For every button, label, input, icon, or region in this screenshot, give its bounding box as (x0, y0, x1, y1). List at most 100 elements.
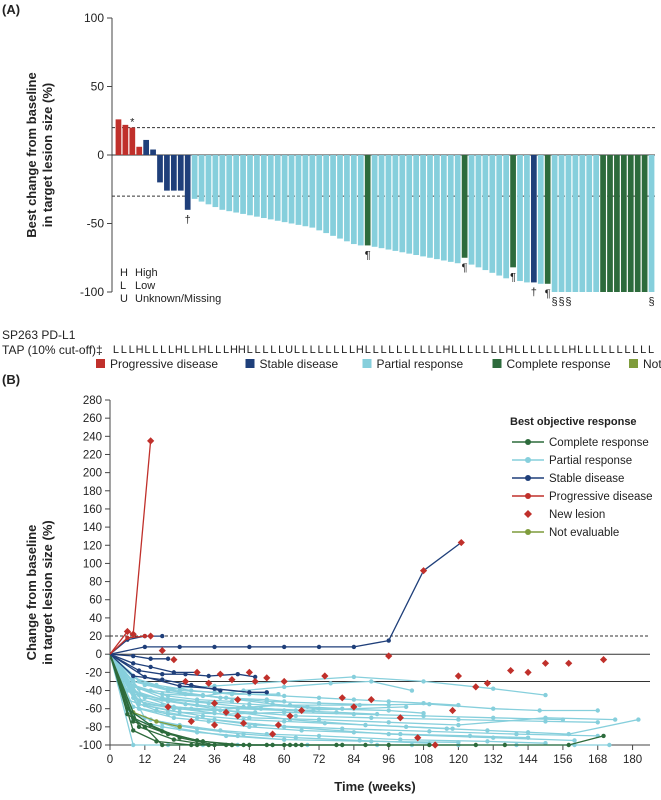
panel-b-y-tick-label: 80 (89, 577, 102, 589)
tap-letter: L (310, 344, 316, 356)
series-point-partial (194, 730, 200, 735)
series-partial (109, 653, 531, 740)
panel-b-label: (B) (2, 372, 20, 387)
panel-b-y-tick-label: -60 (85, 704, 102, 716)
series-point-partial (340, 726, 345, 731)
bar-partial (309, 155, 316, 228)
series-point-partial (357, 702, 362, 708)
tap-letter: L (624, 344, 630, 356)
series-point-stable (160, 671, 165, 677)
tap-letter: L (144, 344, 150, 356)
new-lesion-marker (565, 659, 573, 667)
series-point-stable (264, 690, 269, 695)
panel-a-y-tick-label: 100 (84, 11, 104, 25)
legend-marker-not_evaluable (525, 529, 531, 535)
tap-letter: L (459, 344, 465, 356)
tap-letter: L (168, 344, 174, 356)
series-point-partial (293, 713, 299, 719)
series-point-partial (334, 710, 339, 715)
tap-letter: L (262, 344, 268, 356)
bar-stable (184, 155, 191, 210)
panel-b-x-tick-label: 60 (278, 754, 291, 766)
series-point-partial (369, 715, 374, 720)
panel-b: (B) Change from baseline in target lesio… (2, 372, 653, 794)
tap-letter: L (113, 344, 119, 356)
bar-stable (143, 139, 150, 155)
series-point-partial (293, 735, 299, 740)
series-point-partial (560, 717, 566, 722)
bar-annotation: ¶ (545, 288, 551, 300)
series-point-partial (160, 702, 165, 708)
new-lesion-marker (286, 712, 294, 720)
series-point-partial (485, 728, 490, 733)
tap-letter: L (349, 344, 355, 356)
series-partial (109, 653, 461, 708)
tap-letter: L (467, 344, 473, 356)
series-point-stable (386, 638, 391, 643)
series-point-partial (543, 740, 548, 746)
new-lesion-marker (507, 666, 515, 675)
new-lesion-marker (396, 714, 404, 722)
series-point-complete (363, 742, 368, 748)
legend-label-partial: Partial response (377, 357, 464, 371)
new-lesion-marker (123, 627, 132, 636)
bar-progressive (129, 127, 136, 155)
series-point-partial (136, 701, 142, 707)
bar-partial (378, 155, 385, 249)
series-point-partial (241, 704, 246, 710)
series-point-stable (252, 674, 258, 680)
series-point-stable (131, 673, 136, 679)
series-point-partial (572, 738, 577, 743)
bar-progressive (122, 124, 129, 155)
tap-letter: L (640, 344, 646, 356)
series-line-stable (109, 635, 163, 655)
tap-letter: L (483, 344, 489, 356)
tap-letter: L (121, 344, 127, 356)
panel-b-y-tick-label: 120 (83, 540, 102, 552)
new-lesion-marker (205, 679, 213, 687)
bar-annotation: ¶ (462, 262, 468, 274)
panel-b-x-tick-label: 132 (484, 754, 503, 766)
bar-partial (337, 155, 343, 239)
bar-annotation: ¶ (365, 249, 371, 261)
series-point-partial (421, 701, 426, 706)
series-point-partial (514, 731, 519, 737)
bar-stable (170, 155, 177, 191)
new-lesion-marker (187, 717, 195, 725)
tap-letter: H (356, 344, 364, 356)
series-point-partial (287, 717, 293, 722)
panel-a-y-tick-label: 0 (97, 148, 104, 162)
panel-b-x-tick-label: 144 (518, 754, 538, 766)
bar-complete (544, 155, 551, 284)
tap-letter: L (577, 344, 583, 356)
tap-letter: L (593, 344, 599, 356)
series-point-complete (136, 724, 142, 730)
series-point-complete (131, 719, 136, 724)
new-lesion-marker (419, 567, 428, 575)
new-lesion-marker (599, 656, 608, 664)
tap-letter: H (442, 344, 450, 356)
legend-marker-new_lesion (524, 510, 532, 518)
tap-letter: L (522, 344, 528, 356)
bar-stable (157, 155, 163, 183)
bar-partial (482, 155, 489, 271)
tap-letter: L (404, 344, 410, 356)
bar-complete (614, 155, 620, 292)
series-progressive (109, 633, 148, 655)
bar-partial (350, 155, 357, 245)
new-lesion-marker (321, 672, 329, 680)
panel-b-y-tick-label: 20 (89, 631, 102, 643)
bar-partial (371, 155, 378, 247)
panel-a-bars (115, 119, 655, 292)
panel-b-x-axis-label: Time (weeks) (334, 779, 415, 794)
tap-letter: L (491, 344, 497, 356)
legend-swatch-stable (245, 359, 255, 368)
tap-letter: L (632, 344, 638, 356)
bar-annotation: § (552, 296, 558, 308)
new-lesion-marker (234, 696, 242, 704)
tap-letter: H (238, 344, 246, 356)
bar-annotation: § (558, 296, 564, 308)
pdl1-key-code: U (120, 293, 128, 305)
bar-partial (579, 155, 586, 292)
new-lesion-marker (158, 646, 166, 655)
